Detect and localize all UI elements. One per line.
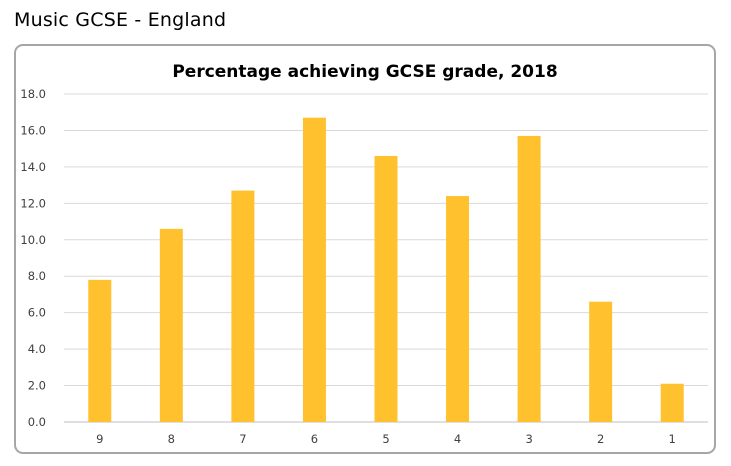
- y-tick-label: 0.0: [28, 415, 46, 429]
- y-tick-label: 16.0: [20, 123, 46, 137]
- x-tick-label: 5: [382, 432, 389, 446]
- bars: [88, 117, 684, 422]
- x-tick-label: 1: [669, 432, 676, 446]
- x-tick-label: 6: [311, 432, 318, 446]
- chart-frame: Percentage achieving GCSE grade, 2018 0.…: [14, 44, 716, 454]
- x-tick-label: 8: [168, 432, 175, 446]
- bar-grade-6: [302, 117, 326, 422]
- x-tick-label: 4: [454, 432, 461, 446]
- bar-grade-8: [159, 228, 183, 422]
- bar-grade-4: [446, 196, 470, 422]
- y-tick-label: 12.0: [20, 196, 46, 210]
- chart-title: Percentage achieving GCSE grade, 2018: [172, 62, 557, 82]
- bar-grade-1: [660, 383, 684, 422]
- y-tick-label: 6.0: [28, 306, 46, 320]
- x-tick-label: 7: [239, 432, 246, 446]
- bar-grade-3: [517, 135, 541, 422]
- x-axis-ticks: 9 8 7 6 5 4 3 2 1: [96, 432, 676, 446]
- y-tick-label: 8.0: [28, 269, 46, 283]
- bar-grade-7: [231, 190, 255, 422]
- bar-chart: Percentage achieving GCSE grade, 2018 0.…: [20, 62, 708, 446]
- x-tick-label: 9: [96, 432, 103, 446]
- y-tick-label: 10.0: [20, 233, 46, 247]
- bar-grade-2: [589, 301, 613, 422]
- y-tick-label: 18.0: [20, 87, 46, 101]
- page-title: Music GCSE - England: [14, 9, 227, 31]
- x-tick-label: 3: [525, 432, 532, 446]
- y-tick-label: 4.0: [28, 342, 46, 356]
- bar-grade-5: [374, 155, 398, 422]
- x-tick-label: 2: [597, 432, 604, 446]
- y-axis-ticks: 0.0 2.0 4.0 6.0 8.0 10.0 12.0 14.0 16.0 18.0: [20, 87, 46, 429]
- bar-grade-9: [88, 279, 112, 422]
- y-tick-label: 2.0: [28, 379, 46, 393]
- y-tick-label: 14.0: [20, 160, 46, 174]
